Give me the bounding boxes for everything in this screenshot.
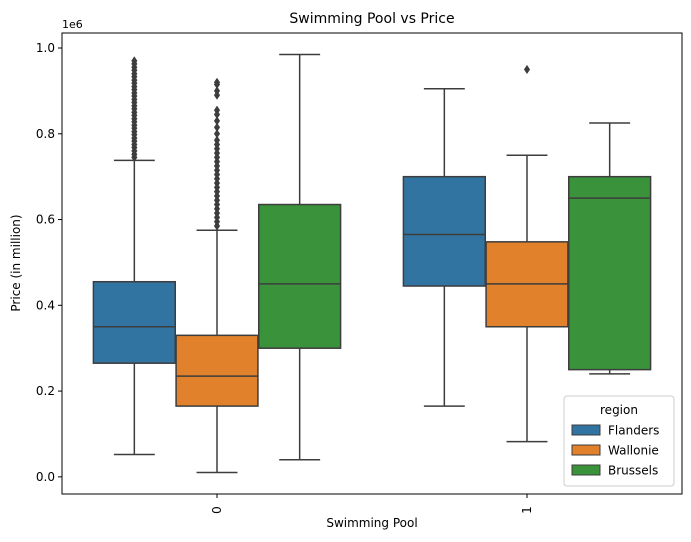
chart-title: Swimming Pool vs Price: [289, 11, 454, 27]
outlier-point: [213, 105, 221, 115]
box-body: [257, 203, 342, 349]
legend-frame: [563, 395, 675, 487]
box-body: [175, 334, 259, 407]
box-plots: [92, 53, 652, 474]
y-tick-label: 0.4: [36, 298, 55, 312]
box-brussels-0: [257, 53, 342, 461]
legend-label-flanders: Flanders: [608, 424, 659, 438]
y-axis-label: Price (in million): [9, 214, 23, 311]
legend-label-wallonie: Wallonie: [608, 444, 659, 458]
box-brussels-1: [567, 122, 652, 375]
legend-title: region: [600, 403, 638, 417]
legend-swatch-wallonie: [571, 444, 601, 456]
y-tick-label: 0.8: [36, 127, 55, 141]
outlier-point: [213, 135, 221, 145]
outlier-point: [213, 77, 221, 87]
x-tick-label: 1: [520, 506, 534, 514]
box-wallonie-1: [485, 64, 569, 443]
outlier-point: [213, 122, 221, 132]
outlier-point: [213, 116, 221, 126]
box-wallonie-0: [175, 77, 259, 474]
x-axis-label: Swimming Pool: [326, 516, 417, 530]
legend-items: Flanders Wallonie Brussels: [571, 424, 659, 478]
box-body: [92, 280, 177, 364]
outlier-point: [213, 129, 221, 139]
outlier-point: [523, 64, 531, 75]
outlier-point: [131, 56, 138, 66]
outlier-point: [213, 86, 221, 96]
legend: region Flanders Wallonie Brussels: [563, 395, 675, 487]
box-flanders-0: [92, 56, 177, 456]
legend-swatch-flanders: [571, 424, 601, 436]
y-tick-label: 0.0: [36, 470, 55, 484]
y-tick-label: 1.0: [36, 41, 55, 55]
legend-label-brussels: Brussels: [608, 464, 658, 478]
box-body: [402, 175, 487, 287]
y-offset-label: 1e6: [62, 18, 83, 31]
box-body: [567, 175, 652, 371]
y-tick-label: 0.2: [36, 384, 55, 398]
y-ticks: 0.0 0.2 0.4 0.6 0.8 1.0: [36, 41, 62, 484]
x-tick-label: 0: [210, 506, 224, 514]
y-tick-label: 0.6: [36, 213, 55, 227]
box-flanders-1: [402, 87, 487, 407]
legend-swatch-brussels: [571, 464, 601, 476]
plot-frame: [61, 32, 683, 495]
